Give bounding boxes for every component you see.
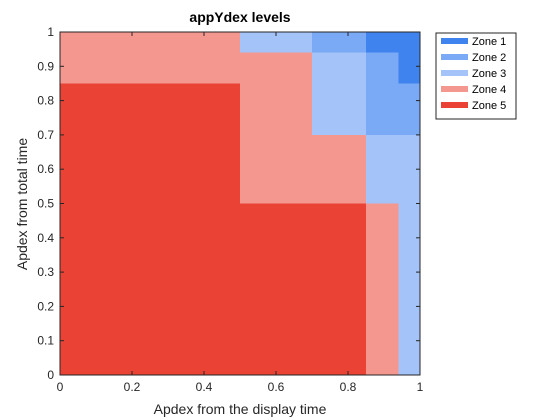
y-tick-label: 1 [47, 25, 54, 39]
legend: Zone 1 Zone 2 Zone 3 Zone 4 Zone 5 [435, 32, 517, 120]
legend-label-zone-3: Zone 3 [472, 68, 506, 80]
legend-label-zone-2: Zone 2 [472, 52, 506, 64]
region-zone-3-8 [366, 134, 420, 204]
y-tick-label: 0.4 [37, 231, 54, 245]
x-tick-label: 0.4 [196, 380, 213, 394]
y-tick-label: 0.6 [37, 162, 54, 176]
region-zone-5-0 [60, 83, 240, 375]
y-tick-label: 0.3 [37, 265, 54, 279]
x-tick-label: 0.8 [340, 380, 357, 394]
y-tick-label: 0.5 [37, 197, 54, 211]
y-tick-label: 0.1 [37, 334, 54, 348]
region-zone-4-5 [366, 203, 399, 375]
region-zone-4-2 [60, 32, 240, 84]
region-zone-4-3 [240, 52, 312, 204]
region-zone-2-11 [366, 52, 399, 135]
y-tick-label: 0.2 [37, 299, 54, 313]
legend-label-zone-1: Zone 1 [472, 36, 506, 48]
region-zone-4-4 [312, 134, 366, 204]
legend-label-zone-4: Zone 4 [472, 84, 506, 96]
y-tick-label: 0 [47, 368, 54, 382]
y-axis-ticks: 0 0.1 0.2 0.3 0.4 0.5 0.6 0.7 0.8 0.9 1 [37, 25, 420, 382]
x-axis-label: Apdex from the display time [154, 401, 327, 417]
y-tick-label: 0.7 [37, 128, 54, 142]
region-zone-1-14 [398, 32, 420, 84]
x-tick-label: 0.6 [268, 380, 285, 394]
legend-swatch-zone-3 [441, 70, 468, 76]
region-zone-2-10 [312, 32, 366, 53]
region-zone-3-7 [312, 52, 366, 135]
region-zone-3-9 [398, 203, 420, 375]
x-tick-label: 0.2 [124, 380, 141, 394]
chart-title: appYdex levels [189, 9, 290, 25]
legend-swatch-zone-1 [441, 38, 468, 44]
x-tick-label: 1 [417, 380, 424, 394]
y-tick-label: 0.9 [37, 59, 54, 73]
legend-swatch-zone-5 [441, 102, 468, 108]
region-zone-3-6 [240, 32, 312, 53]
legend-swatch-zone-4 [441, 86, 468, 92]
legend-label-zone-5: Zone 5 [472, 100, 506, 112]
y-axis-label: Apdex from total time [14, 138, 30, 270]
zone-regions [60, 32, 420, 375]
legend-swatch-zone-2 [441, 54, 468, 60]
region-zone-2-12 [398, 83, 420, 135]
region-zone-5-1 [240, 203, 366, 375]
x-tick-label: 0 [57, 380, 64, 394]
x-axis-ticks: 0 0.2 0.4 0.6 0.8 1 [57, 32, 424, 394]
y-tick-label: 0.8 [37, 94, 54, 108]
region-zone-1-13 [366, 32, 399, 53]
